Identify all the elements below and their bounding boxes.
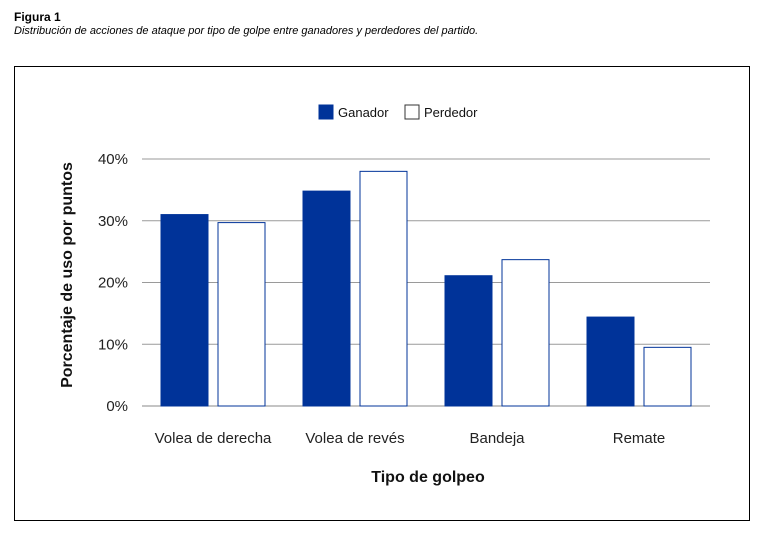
chart-frame [14,66,750,521]
legend-swatch [318,104,334,120]
x-tick-label: Volea de derecha [155,430,272,447]
legend-swatch [404,104,420,120]
bar-perdedor [217,222,266,407]
x-tick-label: Remate [613,430,666,447]
bar-ganador [586,316,635,407]
bar-ganador [302,190,351,407]
y-tick-label: 0% [106,398,128,415]
bar-perdedor [359,170,408,407]
bar-ganador [444,275,493,407]
x-tick-label: Bandeja [469,430,525,447]
y-tick-label: 10% [98,336,128,353]
x-axis-title: Tipo de golpeo [371,469,485,486]
figure-label: Figura 1 [14,10,61,24]
y-axis-title: Porcentaje de uso por puntos [59,162,76,388]
y-tick-label: 40% [98,151,128,168]
bar-ganador [160,214,209,407]
legend-label: Ganador [338,105,389,120]
figure-caption: Distribución de acciones de ataque por t… [14,25,479,37]
bar-perdedor [501,259,550,407]
y-tick-label: 20% [98,275,128,292]
bar-perdedor [643,346,692,407]
x-tick-label: Volea de revés [305,430,404,447]
y-tick-label: 30% [98,213,128,230]
legend-label: Perdedor [424,105,478,120]
